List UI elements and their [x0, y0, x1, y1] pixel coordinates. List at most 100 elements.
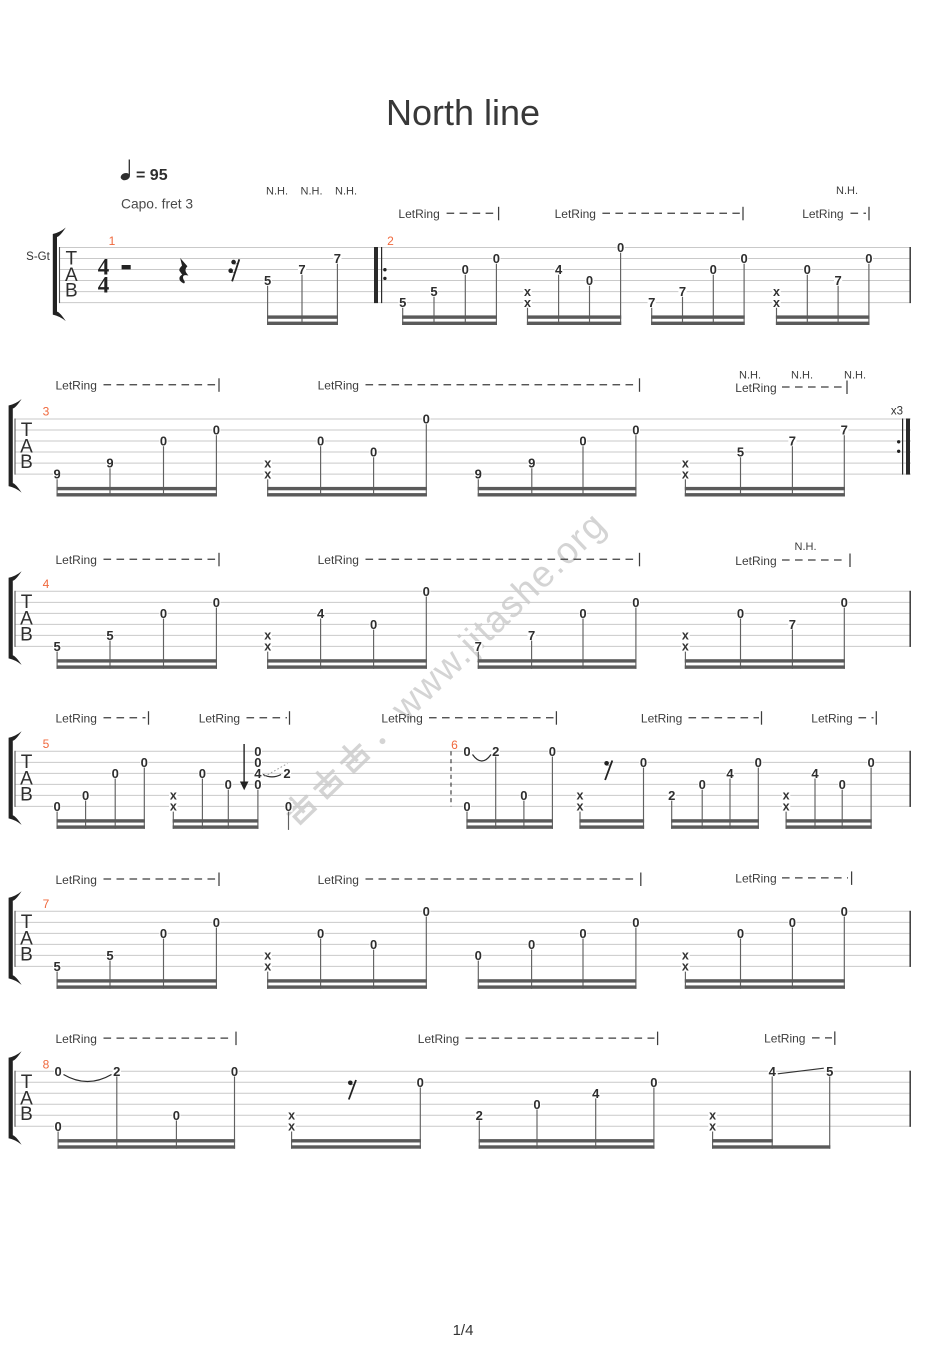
svg-text:0: 0 — [586, 273, 593, 288]
svg-text:0: 0 — [737, 606, 744, 621]
svg-text:4: 4 — [726, 766, 734, 781]
svg-text:x: x — [524, 296, 531, 310]
svg-text:0: 0 — [740, 251, 747, 266]
svg-text:x: x — [288, 1120, 295, 1134]
svg-text:0: 0 — [285, 799, 292, 814]
svg-text:0: 0 — [841, 595, 848, 610]
svg-text:0: 0 — [254, 777, 261, 792]
svg-text:0: 0 — [710, 262, 717, 277]
svg-text:0: 0 — [755, 755, 762, 770]
svg-text:0: 0 — [549, 744, 556, 759]
svg-text:A: A — [65, 265, 78, 286]
svg-text:4: 4 — [592, 1086, 600, 1101]
svg-text:5: 5 — [826, 1064, 833, 1079]
svg-text:x: x — [264, 456, 271, 470]
svg-text:0: 0 — [213, 915, 220, 930]
svg-text:T: T — [21, 1072, 33, 1093]
svg-text:5: 5 — [264, 273, 271, 288]
svg-text:9: 9 — [528, 456, 535, 471]
svg-text:x: x — [682, 949, 689, 963]
svg-text:4: 4 — [811, 766, 819, 781]
svg-text:LetRing: LetRing — [56, 873, 97, 887]
svg-text:7: 7 — [679, 284, 686, 299]
svg-text:A: A — [20, 769, 33, 790]
svg-text:0: 0 — [632, 595, 639, 610]
svg-text:N.H.: N.H. — [791, 369, 813, 381]
svg-text:4: 4 — [98, 272, 110, 297]
svg-text:0: 0 — [54, 1119, 61, 1134]
svg-text:LetRing: LetRing — [764, 1032, 805, 1046]
svg-text:A: A — [20, 609, 33, 630]
svg-text:7: 7 — [475, 639, 482, 654]
svg-text:0: 0 — [867, 755, 874, 770]
svg-text:5: 5 — [430, 284, 437, 299]
svg-text:4: 4 — [43, 577, 50, 591]
svg-text:0: 0 — [493, 251, 500, 266]
svg-text:LetRing: LetRing — [56, 1032, 97, 1046]
svg-text:5: 5 — [106, 948, 113, 963]
svg-text:6: 6 — [451, 738, 458, 752]
svg-text:0: 0 — [160, 926, 167, 941]
svg-text:0: 0 — [417, 1075, 424, 1090]
svg-text:0: 0 — [231, 1064, 238, 1079]
svg-text:7: 7 — [43, 897, 50, 911]
svg-text:8: 8 — [43, 1058, 50, 1072]
svg-text:B: B — [20, 452, 33, 473]
svg-text:4: 4 — [769, 1064, 777, 1079]
svg-text:0: 0 — [463, 744, 470, 759]
svg-text:Capo. fret 3: Capo. fret 3 — [121, 196, 193, 211]
svg-text:7: 7 — [789, 617, 796, 632]
svg-text:x: x — [783, 789, 790, 803]
svg-text:0: 0 — [640, 755, 647, 770]
svg-text:9: 9 — [475, 467, 482, 482]
svg-text:0: 0 — [632, 423, 639, 438]
svg-text:S-Gt: S-Gt — [26, 251, 50, 263]
svg-text:2: 2 — [283, 766, 290, 781]
svg-text:0: 0 — [423, 584, 430, 599]
svg-text:1: 1 — [109, 234, 116, 248]
svg-text:0: 0 — [160, 434, 167, 449]
svg-text:x: x — [783, 800, 790, 814]
svg-text:0: 0 — [317, 926, 324, 941]
svg-text:0: 0 — [213, 423, 220, 438]
svg-text:N.H.: N.H. — [266, 185, 288, 197]
svg-text:0: 0 — [173, 1108, 180, 1123]
svg-text:LetRing: LetRing — [398, 207, 439, 221]
svg-text:x: x — [773, 296, 780, 310]
svg-text:LetRing: LetRing — [318, 873, 359, 887]
svg-text:0: 0 — [370, 617, 377, 632]
svg-text:0: 0 — [82, 788, 89, 803]
svg-text:0: 0 — [841, 904, 848, 919]
svg-text:T: T — [21, 420, 33, 441]
svg-text:LetRing: LetRing — [381, 712, 422, 726]
svg-text:N.H.: N.H. — [301, 185, 323, 197]
svg-text:9: 9 — [53, 467, 60, 482]
svg-text:0: 0 — [533, 1097, 540, 1112]
svg-text:T: T — [21, 592, 33, 613]
svg-text:0: 0 — [370, 445, 377, 460]
svg-text:North line: North line — [386, 92, 540, 133]
svg-text:B: B — [20, 784, 33, 805]
svg-text:T: T — [21, 912, 33, 933]
svg-text:3: 3 — [43, 405, 50, 419]
svg-text:0: 0 — [370, 937, 377, 952]
svg-text:9: 9 — [106, 456, 113, 471]
svg-text:N.H.: N.H. — [795, 541, 817, 553]
svg-text:N.H.: N.H. — [844, 369, 866, 381]
svg-text:0: 0 — [579, 926, 586, 941]
svg-text:0: 0 — [254, 755, 261, 770]
svg-text:x: x — [524, 285, 531, 299]
svg-text:0: 0 — [579, 606, 586, 621]
svg-text:0: 0 — [423, 904, 430, 919]
svg-text:B: B — [20, 624, 33, 645]
svg-text:x3: x3 — [891, 405, 903, 417]
svg-text:x: x — [577, 800, 584, 814]
svg-text:LetRing: LetRing — [418, 1032, 459, 1046]
svg-text:2: 2 — [476, 1108, 483, 1123]
svg-text:x: x — [682, 960, 689, 974]
svg-text:x: x — [264, 640, 271, 654]
svg-text:5: 5 — [53, 639, 60, 654]
svg-text:2: 2 — [113, 1064, 120, 1079]
svg-text:0: 0 — [865, 251, 872, 266]
svg-text:LetRing: LetRing — [641, 712, 682, 726]
